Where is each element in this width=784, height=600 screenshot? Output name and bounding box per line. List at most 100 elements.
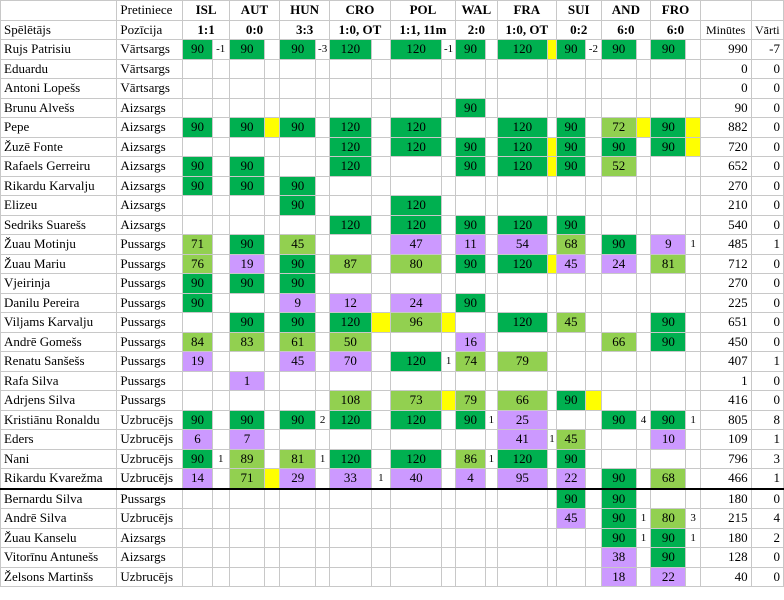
- match-minutes-cell: [454, 566, 487, 587]
- player-name: Andrē Silva: [0, 508, 118, 529]
- match-goals-cell: [370, 448, 391, 469]
- table-row: Kristiānu Ronaldu Uzbrucējs 90 90 90 2 120 120 9…: [0, 409, 784, 430]
- match-minutes-cell: [279, 547, 317, 568]
- match-minutes-cell: 90: [650, 527, 687, 548]
- match-goals-cell: 1: [211, 448, 230, 469]
- match-goals-cell: [547, 390, 557, 411]
- match-goals-cell: [485, 508, 498, 529]
- match-minutes-cell: [555, 273, 587, 294]
- match-minutes-cell: [389, 273, 443, 294]
- match-minutes-cell: [454, 508, 487, 529]
- total-minutes: 180: [699, 527, 752, 548]
- match-minutes-cell: 33: [328, 468, 372, 489]
- match-goals-cell: [585, 234, 602, 255]
- match-minutes-cell: 120: [496, 39, 549, 60]
- match-minutes-cell: 4: [454, 468, 487, 489]
- match-goals-cell: [547, 117, 557, 138]
- match-goals-cell: [441, 508, 456, 529]
- player-position: Pussargs: [116, 390, 184, 411]
- match-minutes-cell: [389, 527, 443, 548]
- match-goals-cell: [485, 547, 498, 568]
- match-minutes-cell: 6: [182, 429, 213, 450]
- result-header: 2:0: [455, 19, 498, 40]
- match-minutes-cell: [228, 527, 266, 548]
- match-minutes-cell: [496, 78, 549, 99]
- match-minutes-cell: [600, 97, 637, 118]
- match-goals-cell: [264, 253, 281, 274]
- match-minutes-cell: 90: [650, 312, 687, 333]
- result-header: 6:0: [650, 19, 701, 40]
- match-minutes-cell: [496, 508, 549, 529]
- player-name: Rafa Silva: [0, 370, 118, 391]
- match-goals-cell: [685, 214, 701, 235]
- match-minutes-cell: 29: [279, 468, 317, 489]
- player-position: Uzbrucējs: [116, 448, 184, 469]
- match-goals-cell: [315, 78, 330, 99]
- match-minutes-cell: 79: [496, 351, 549, 372]
- match-minutes-cell: [228, 487, 266, 509]
- match-goals-cell: [547, 468, 557, 489]
- match-minutes-cell: [228, 195, 266, 216]
- match-minutes-cell: 120: [389, 117, 443, 138]
- table-row: Pepe Aizsargs 90 90 90 120 120 120 90 72 90 882 0: [0, 117, 784, 138]
- match-minutes-cell: 90: [600, 409, 637, 430]
- match-goals-cell: [211, 214, 230, 235]
- match-minutes-cell: 16: [454, 331, 487, 352]
- total-goals: 0: [750, 214, 784, 235]
- match-minutes-cell: 90: [279, 409, 317, 430]
- match-minutes-cell: [555, 547, 587, 568]
- table-row: Eduardu Vārtsargs 0 0: [0, 58, 784, 79]
- player-position: Aizsargs: [116, 547, 184, 568]
- match-minutes-cell: 120: [496, 117, 549, 138]
- total-minutes: 485: [699, 234, 752, 255]
- total-goals: 0: [750, 58, 784, 79]
- player-position: Aizsargs: [116, 214, 184, 235]
- match-goals-cell: [585, 58, 602, 79]
- match-minutes-cell: [389, 156, 443, 177]
- match-goals-cell: [315, 566, 330, 587]
- match-minutes-cell: 120: [328, 156, 372, 177]
- match-goals-cell: [370, 331, 391, 352]
- match-goals-cell: [264, 97, 281, 118]
- match-minutes-cell: [496, 97, 549, 118]
- player-position: Pussargs: [116, 331, 184, 352]
- match-minutes-cell: [496, 566, 549, 587]
- player-name: Sedriks Suarešs: [0, 214, 118, 235]
- match-minutes-cell: [279, 156, 317, 177]
- match-minutes-cell: 90: [650, 547, 687, 568]
- match-goals-cell: [264, 429, 281, 450]
- header-row-opponents: Pretiniece ISL AUT HUN CRO POL WAL FRA S…: [0, 0, 784, 21]
- match-minutes-cell: [182, 312, 213, 333]
- match-goals-cell: [315, 136, 330, 157]
- match-minutes-cell: [555, 58, 587, 79]
- match-goals-cell: [315, 117, 330, 138]
- match-minutes-cell: [228, 78, 266, 99]
- match-goals-cell: [685, 370, 701, 391]
- match-minutes-cell: [555, 195, 587, 216]
- match-minutes-cell: [279, 136, 317, 157]
- match-minutes-cell: [228, 58, 266, 79]
- player-name: Elizeu: [0, 195, 118, 216]
- match-minutes-cell: [496, 273, 549, 294]
- match-minutes-cell: 90: [454, 97, 487, 118]
- match-goals-cell: [370, 136, 391, 157]
- match-minutes-cell: 90: [454, 214, 487, 235]
- match-minutes-cell: [454, 117, 487, 138]
- match-goals-cell: [485, 97, 498, 118]
- table-row: Eders Uzbrucējs 6 7 41 1 45 10 109 1: [0, 429, 784, 450]
- match-goals-cell: [315, 370, 330, 391]
- match-goals-cell: [441, 97, 456, 118]
- match-minutes-cell: 90: [555, 448, 587, 469]
- total-minutes: 1: [699, 370, 752, 391]
- match-goals-cell: 1: [441, 351, 456, 372]
- match-minutes-cell: [279, 58, 317, 79]
- match-goals-cell: [485, 39, 498, 60]
- match-minutes-cell: [279, 214, 317, 235]
- match-goals-cell: [547, 175, 557, 196]
- match-goals-cell: [485, 390, 498, 411]
- match-minutes-cell: [600, 292, 637, 313]
- match-minutes-cell: [328, 429, 372, 450]
- match-goals-cell: [441, 78, 456, 99]
- total-minutes: 90: [699, 97, 752, 118]
- match-minutes-cell: [454, 527, 487, 548]
